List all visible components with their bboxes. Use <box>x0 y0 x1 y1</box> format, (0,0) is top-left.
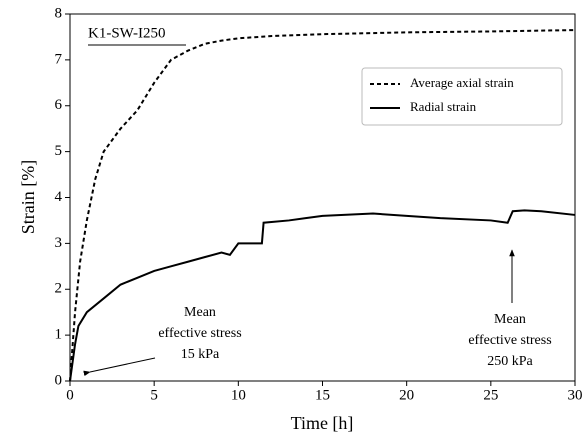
x-tick-label: 30 <box>568 387 583 403</box>
y-tick-label: 7 <box>55 51 63 67</box>
y-tick-label: 4 <box>55 189 63 205</box>
y-axis-label: Strain [%] <box>18 160 38 234</box>
data-line <box>69 29 576 382</box>
x-tick-label: 20 <box>399 387 414 403</box>
y-tick-label: 8 <box>55 5 63 21</box>
x-tick-label: 25 <box>483 387 498 403</box>
y-tick-label: 0 <box>55 372 63 388</box>
chart-title: K1-SW-I250 <box>88 25 166 41</box>
x-tick-label: 15 <box>315 387 330 403</box>
y-tick-label: 1 <box>55 327 63 343</box>
legend-label: Average axial strain <box>410 75 514 90</box>
x-tick-label: 5 <box>150 387 158 403</box>
y-tick-label: 2 <box>55 281 63 297</box>
x-tick-label: 10 <box>231 387 246 403</box>
annotation: Mean <box>184 305 216 320</box>
annotation: effective stress <box>468 333 551 348</box>
y-tick-label: 3 <box>55 235 63 251</box>
annotation: effective stress <box>158 326 241 341</box>
x-tick-label: 0 <box>66 387 74 403</box>
y-tick-label: 5 <box>55 143 63 159</box>
legend-label: Radial strain <box>410 99 477 114</box>
legend-box <box>361 67 563 126</box>
annotation: 250 kPa <box>487 354 533 369</box>
annotation: 15 kPa <box>181 347 220 362</box>
x-axis-label: Time [h] <box>291 413 354 433</box>
y-tick-label: 6 <box>55 97 63 113</box>
annotation: Mean <box>494 312 526 327</box>
annotation-arrow <box>83 357 156 377</box>
data-line <box>69 209 576 382</box>
